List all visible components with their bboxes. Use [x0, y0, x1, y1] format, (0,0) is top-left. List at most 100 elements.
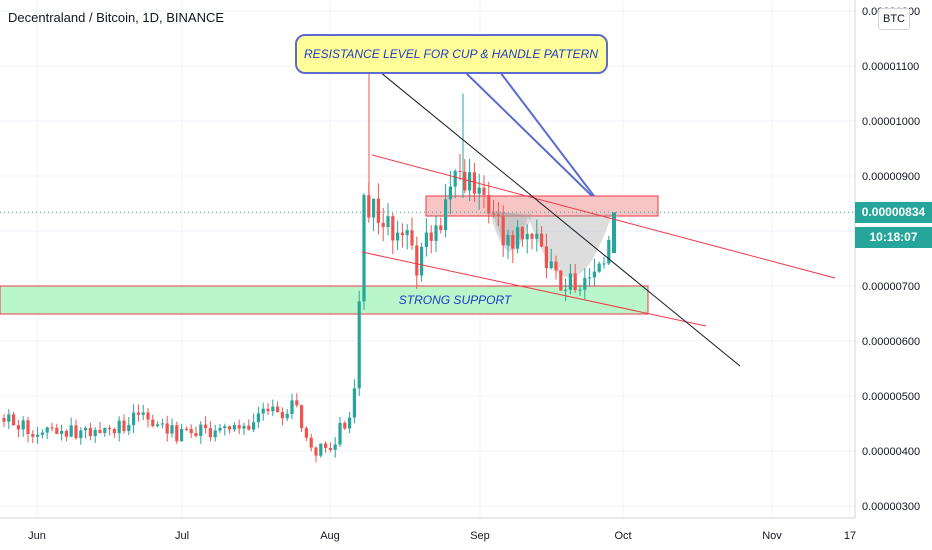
candle-up: [348, 417, 352, 429]
candle-down: [540, 233, 544, 247]
candle-up: [79, 430, 83, 439]
candle-down: [108, 427, 112, 430]
candle-down: [64, 430, 68, 437]
candle-down: [247, 425, 251, 430]
axes: 0.000012000.000011000.000010000.00000900…: [0, 0, 920, 542]
candle-down: [559, 270, 563, 291]
handle-shape: [490, 212, 532, 252]
candle-up: [127, 424, 131, 432]
candle-up: [84, 428, 88, 431]
candle-up: [568, 273, 572, 290]
y-tick-label: 0.00000600: [862, 336, 920, 348]
candle-up: [405, 230, 409, 236]
candle-up: [7, 414, 11, 422]
currency-badge[interactable]: BTC: [878, 8, 910, 30]
candle-down: [12, 414, 16, 426]
x-tick-label: Jun: [28, 530, 46, 542]
candle-down: [2, 418, 6, 422]
x-tick-label: Aug: [320, 530, 340, 542]
candle-up: [578, 289, 582, 291]
candle-down: [343, 422, 347, 429]
callout-pointer: [499, 71, 595, 197]
candle-down: [573, 273, 577, 291]
candle-up: [506, 235, 510, 246]
candle-down: [309, 437, 313, 448]
candle-down: [463, 171, 467, 191]
candle-down: [88, 428, 92, 437]
candle-up: [352, 388, 356, 418]
candle-down: [300, 405, 304, 429]
trendlines: RESISTANCE LEVEL FOR CUP & HANDLE PATTER…: [295, 34, 836, 367]
upper-channel-line: [371, 154, 836, 279]
candle-down: [381, 222, 385, 227]
candle-down: [50, 427, 54, 429]
candle-up: [232, 425, 236, 430]
candle-up: [424, 232, 428, 247]
candle-up: [156, 424, 160, 427]
candle-up: [357, 301, 361, 389]
candle-up: [448, 186, 452, 200]
candle-down: [487, 194, 491, 214]
candle-up: [535, 233, 539, 239]
candle-down: [304, 428, 308, 438]
candle-up: [516, 227, 520, 249]
candle-up: [141, 412, 145, 415]
y-tick-label: 0.00001100: [862, 61, 919, 73]
y-tick-label: 0.00000700: [862, 281, 920, 293]
candle-up: [242, 425, 246, 429]
candle-down: [520, 227, 524, 240]
candle-up: [602, 263, 606, 265]
y-tick-label: 0.00000400: [862, 446, 920, 458]
candle-down: [482, 187, 486, 195]
candle-up: [117, 420, 121, 434]
candle-up: [592, 271, 596, 278]
candle-up: [290, 400, 294, 414]
candle-up: [261, 408, 265, 414]
candle-up: [93, 429, 97, 437]
candle-up: [256, 413, 260, 423]
candle-up: [170, 425, 174, 434]
candle-down: [26, 420, 30, 435]
candle-up: [583, 278, 587, 290]
support-zone-label: STRONG SUPPORT: [399, 293, 513, 307]
x-tick-label: Jul: [175, 530, 189, 542]
candle-up: [132, 412, 136, 425]
x-tick-label: 17: [844, 530, 856, 542]
candle-down: [16, 425, 20, 430]
candle-down: [165, 423, 169, 434]
candle-down: [511, 235, 515, 249]
resistance-zone: [425, 195, 659, 217]
y-tick-label: 0.00000300: [862, 501, 920, 513]
candle-down: [376, 198, 380, 223]
y-tick-label: 0.00001000: [862, 116, 920, 128]
candle-down: [400, 232, 404, 236]
chart-grid: [0, 0, 855, 518]
candle-up: [420, 246, 424, 276]
candle-up: [103, 427, 107, 433]
candle-up: [285, 413, 289, 419]
candle-down: [98, 429, 102, 433]
resistance-callout-label: RESISTANCE LEVEL FOR CUP & HANDLE PATTER…: [304, 47, 598, 61]
candle-down: [146, 412, 150, 420]
candle-up: [477, 187, 481, 194]
x-tick-label: Sep: [470, 530, 490, 542]
candle-down: [530, 233, 534, 239]
candle-up: [362, 195, 366, 302]
candle-down: [189, 429, 193, 434]
candle-down: [501, 216, 505, 246]
candle-down: [328, 447, 332, 450]
lower-channel-line: [361, 251, 707, 327]
candle-up: [338, 422, 342, 445]
candle-up: [199, 424, 203, 436]
candle-down: [492, 213, 496, 215]
candle-up: [434, 225, 438, 241]
candle-down: [151, 419, 155, 427]
candle-up: [396, 232, 400, 241]
candle-up: [252, 422, 256, 430]
y-tick-label: 0.00000500: [862, 391, 920, 403]
candle-down: [74, 425, 78, 439]
descending-trendline: [379, 71, 741, 367]
chart-title: Decentraland / Bitcoin, 1D, BINANCE: [8, 10, 225, 25]
candle-up: [45, 427, 49, 433]
